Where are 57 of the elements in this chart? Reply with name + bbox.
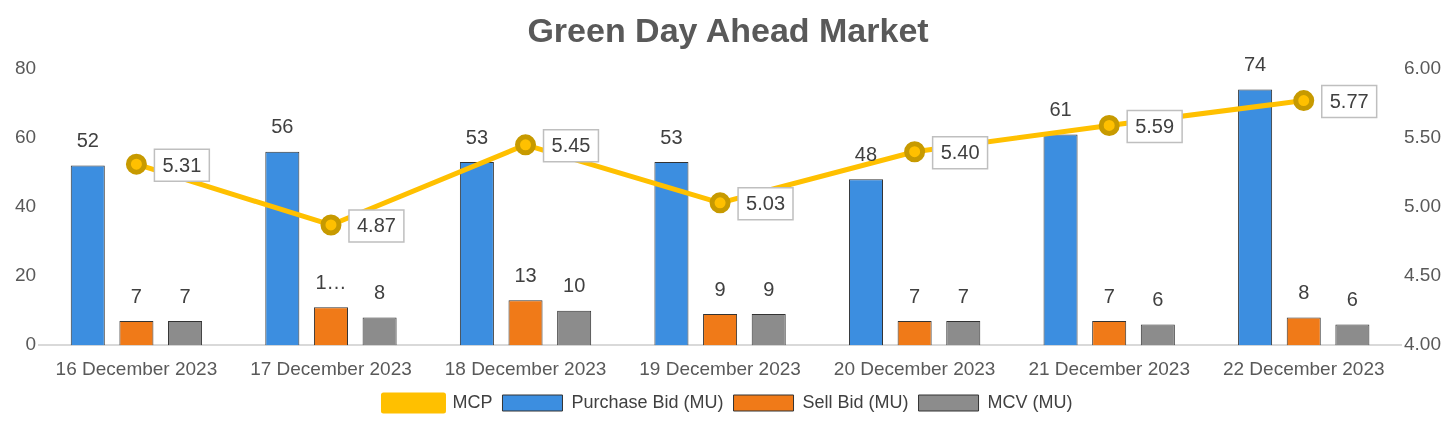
point <box>1293 90 1315 112</box>
data-label: 52 <box>76 129 99 152</box>
point <box>125 153 147 175</box>
data-label: 5.77 <box>1329 90 1369 113</box>
legend-label: MCP <box>452 391 493 412</box>
y-tick-label: 0 <box>25 333 37 355</box>
data-label: 7 <box>130 284 142 307</box>
data-label: 53 <box>660 125 683 148</box>
data-label: 9 <box>714 277 726 300</box>
data-label: 5.03 <box>746 192 786 215</box>
data-label: 7 <box>909 284 921 307</box>
y2-tick-label: 5.50 <box>1404 126 1441 148</box>
legend-label: MCV (MU) <box>987 391 1073 412</box>
y2-tick-label: 4.00 <box>1404 333 1441 355</box>
x-tick-label: 19 December 2023 <box>639 357 801 379</box>
data-label: 5.40 <box>940 141 980 164</box>
data-label: 8 <box>374 281 386 304</box>
data-label: 7 <box>1103 284 1115 307</box>
data-label: 5.45 <box>551 134 591 157</box>
data-label: 10 <box>563 274 586 297</box>
y-tick-label: 20 <box>14 264 37 286</box>
point <box>904 141 926 163</box>
data-label: 48 <box>854 142 878 165</box>
data-label: 7 <box>957 284 969 307</box>
point <box>320 214 342 236</box>
data-label: 8 <box>1298 281 1310 304</box>
point <box>1098 114 1120 136</box>
legend-label: Sell Bid (MU) <box>802 391 909 412</box>
legend-label: Purchase Bid (MU) <box>571 391 724 412</box>
y-tick-label: 80 <box>14 57 37 79</box>
data-label: 5.31 <box>162 153 202 176</box>
x-tick-label: 20 December 2023 <box>833 357 996 379</box>
x-tick-label: 18 December 2023 <box>444 357 607 379</box>
point <box>709 192 731 214</box>
data-label: 9 <box>763 277 775 300</box>
data-label: 4.87 <box>356 214 396 237</box>
y-tick-label: 40 <box>14 195 37 217</box>
data-label: 61 <box>1049 97 1072 120</box>
data-label: 56 <box>271 115 294 138</box>
y2-tick-label: 6.00 <box>1404 57 1441 79</box>
x-tick-label: 22 December 2023 <box>1222 357 1385 379</box>
data-label: 7 <box>179 284 191 307</box>
x-tick-label: 21 December 2023 <box>1028 357 1190 379</box>
y2-tick-label: 4.50 <box>1404 264 1441 286</box>
x-tick-label: 16 December 2023 <box>55 357 218 379</box>
chart-title: Green Day Ahead Market <box>527 10 929 49</box>
y-tick-label: 60 <box>14 126 37 148</box>
data-label: 6 <box>1152 287 1164 310</box>
data-label: 53 <box>465 125 489 148</box>
data-label: 74 <box>1243 53 1267 76</box>
x-tick-label: 17 December 2023 <box>250 357 412 379</box>
y2-tick-label: 5.00 <box>1404 195 1441 217</box>
data-label: 5.59 <box>1135 114 1175 137</box>
data-label: 6 <box>1346 287 1358 310</box>
data-label: 1… <box>315 270 347 293</box>
point <box>515 134 537 156</box>
data-label: 13 <box>514 263 537 286</box>
